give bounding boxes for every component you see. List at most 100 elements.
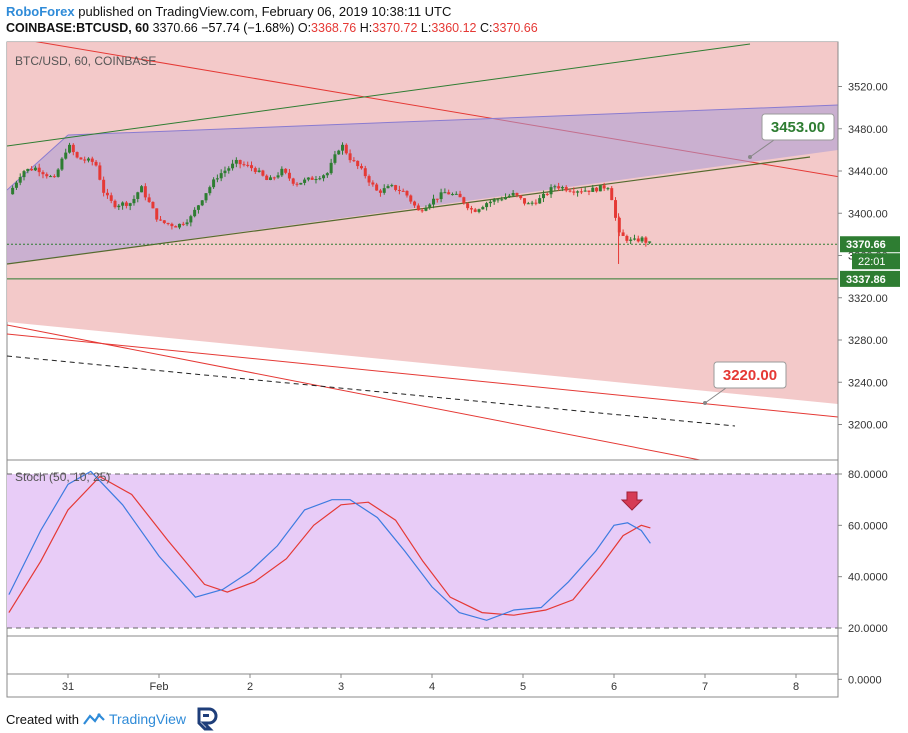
candle-body [83,159,87,161]
candle-body [299,182,303,185]
candle-body [185,222,189,225]
candle-body [22,171,26,178]
candle-body [60,158,64,170]
candle-body [128,203,132,206]
low-value: 3360.12 [431,21,477,35]
candle-body [295,183,299,185]
candle-body [121,202,125,206]
price-tick-label: 3480.00 [848,124,888,136]
candle-body [523,198,527,204]
candle-body [507,195,511,198]
price-tick-label: 3320.00 [848,293,888,305]
candle-body [617,217,621,233]
candle-body [500,199,504,201]
candle-body [177,223,181,228]
candle-body [375,184,379,191]
countdown-label: 22:01 [858,256,886,268]
candle-body [450,194,454,196]
tradingview-label[interactable]: TradingView [108,711,187,727]
candle-body [94,161,98,166]
callout-anchor [703,401,707,405]
callout-3453: 3453.00 [748,113,835,159]
candle-body [621,232,625,236]
price-change: −57.74 (−1.68%) [201,21,295,35]
candle-body [401,190,405,192]
candle-body [246,164,250,166]
candle-body [159,219,163,221]
candle-body [215,178,219,180]
candle-body [193,209,197,217]
candle-body [162,220,166,223]
candle-body [303,179,307,183]
candle-body [602,185,606,189]
candle-body [132,198,136,204]
candle-body [530,202,534,204]
time-tick-label: 3 [338,681,344,693]
candle-body [409,195,413,202]
countdown-badge [852,253,900,270]
candle-body [473,209,477,212]
candle-body [86,158,90,161]
candle-body [515,192,519,196]
created-with-text: Created with [6,711,79,727]
candle-body [318,178,322,180]
candle-body [310,177,314,180]
candle-body [579,191,583,193]
chart-title: BTC/USD, 60, COINBASE [15,54,156,68]
open-label: O: [297,21,312,35]
candle-body [250,165,254,169]
candle-body [549,187,553,195]
callout-anchor [748,155,752,159]
candle-body [576,191,580,193]
candle-body [337,150,341,155]
channel-mid-line [7,333,838,418]
support-badge [840,270,900,287]
dashed-projection-line [7,355,736,427]
candle-body [386,186,390,189]
stoch-title: Stoch (50, 10, 25) [15,470,110,484]
callout-box [761,113,835,141]
candle-body [390,185,394,187]
candle-body [413,201,417,206]
candle-body [632,238,636,240]
candle-body [606,188,610,190]
wedge-left-line [7,134,69,191]
candle-body [481,207,485,210]
candle-body [79,157,83,160]
stoch-d-line [8,475,651,616]
candle-body [56,169,60,177]
candle-body [416,205,420,211]
roboforex-logo-icon [197,707,218,731]
time-tick-label: 4 [429,681,435,693]
time-tick-label: 2 [247,681,253,693]
candle-body [64,152,68,159]
brand-name[interactable]: RoboForex [6,4,75,19]
candle-body [435,198,439,200]
last-price: 3370.66 [152,21,198,35]
candle-body [420,210,424,212]
symbol-label: COINBASE:BTCUSD, 60 [6,21,150,35]
candle-body [143,186,147,198]
candle-body [325,173,329,176]
open-value: 3368.76 [311,21,357,35]
candle-body [238,159,242,165]
candle-body [557,186,561,189]
candle-body [30,168,34,171]
price-tick-label: 3440.00 [848,166,888,178]
candle-body [105,192,109,196]
candle-body [367,176,371,183]
candle-body [98,165,102,180]
candle-body [284,168,288,173]
candle-body [181,223,185,225]
price-tick-label: 3280.00 [848,335,888,347]
candle-body [231,163,235,169]
high-value: 3370.72 [372,21,418,35]
candle-body [219,173,223,179]
stoch-tick-label: 60.0000 [848,520,888,532]
candle-body [170,223,174,227]
candle-body [424,207,428,211]
callout-3220: 3220.00 [703,361,787,405]
candle-body [591,187,595,192]
candle-body [52,176,56,178]
